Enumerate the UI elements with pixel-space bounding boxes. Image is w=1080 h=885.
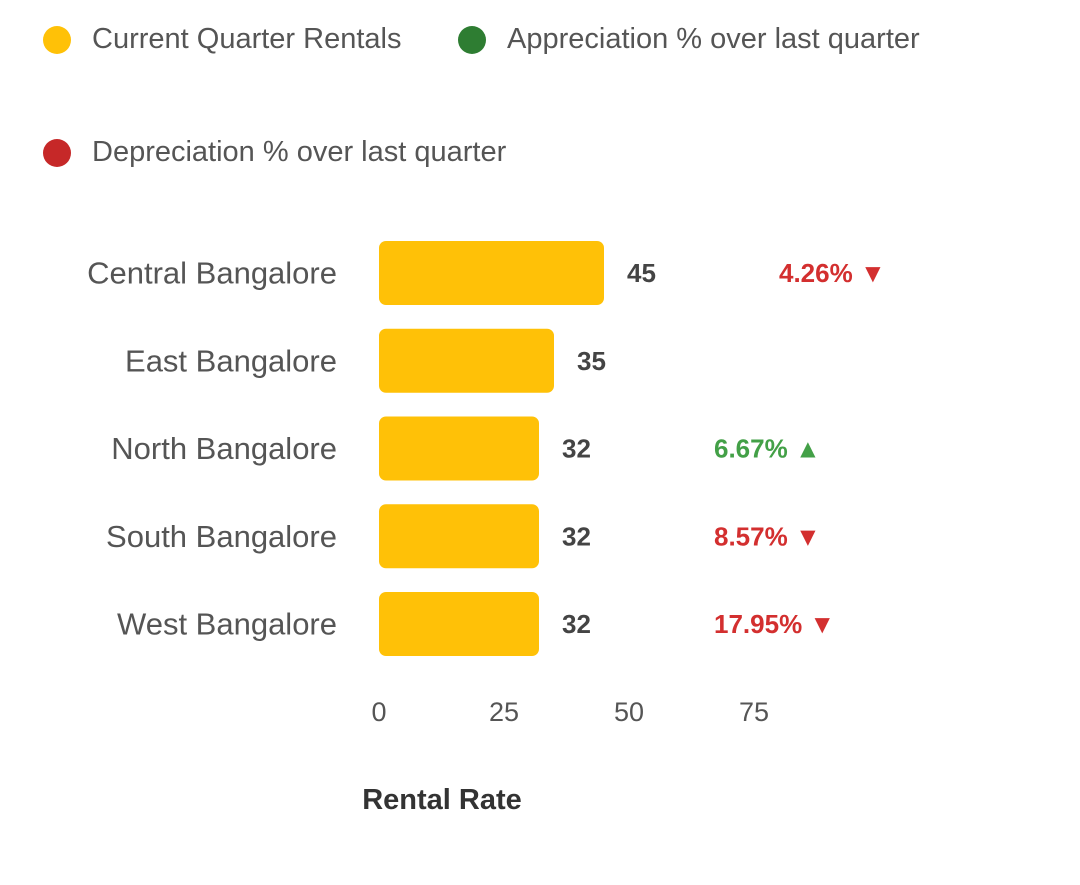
change-label-central-bangalore: 4.26% ▼ bbox=[779, 258, 886, 288]
value-label-east-bangalore: 35 bbox=[577, 346, 606, 376]
legend-label: Appreciation % over last quarter bbox=[507, 23, 920, 55]
bar-east-bangalore[interactable] bbox=[379, 328, 554, 393]
category-label-east-bangalore: East Bangalore bbox=[125, 343, 337, 378]
legend-swatch-appreciation bbox=[458, 25, 486, 54]
x-tick-label: 75 bbox=[739, 697, 769, 727]
change-label-north-bangalore: 6.67% ▲ bbox=[714, 434, 821, 464]
legend-item-current-quarter-rentals[interactable]: Current Quarter Rentals bbox=[43, 23, 401, 56]
value-label-central-bangalore: 45 bbox=[627, 258, 656, 288]
change-label-west-bangalore: 17.95% ▼ bbox=[714, 609, 835, 639]
legend-label: Depreciation % over last quarter bbox=[92, 136, 507, 168]
value-label-west-bangalore: 32 bbox=[562, 609, 591, 639]
legend-item-appreciation[interactable]: Appreciation % over last quarter bbox=[458, 23, 920, 56]
category-label-west-bangalore: West Bangalore bbox=[117, 607, 337, 642]
legend-label: Current Quarter Rentals bbox=[92, 23, 402, 55]
x-tick-label: 50 bbox=[614, 697, 644, 727]
value-label-south-bangalore: 32 bbox=[562, 521, 591, 551]
value-label-north-bangalore: 32 bbox=[562, 434, 591, 464]
bar-south-bangalore[interactable] bbox=[379, 504, 539, 569]
x-tick-label: 0 bbox=[371, 697, 386, 727]
legend-swatch-current-quarter-rentals bbox=[43, 25, 71, 54]
category-label-north-bangalore: North Bangalore bbox=[111, 431, 337, 466]
x-tick-label: 25 bbox=[489, 697, 519, 727]
category-label-central-bangalore: Central Bangalore bbox=[87, 256, 337, 291]
x-axis-title: Rental Rate bbox=[362, 784, 522, 816]
bar-central-bangalore[interactable] bbox=[379, 241, 604, 305]
legend-item-depreciation[interactable]: Depreciation % over last quarter bbox=[43, 136, 506, 169]
bar-north-bangalore[interactable] bbox=[379, 416, 539, 481]
category-label-south-bangalore: South Bangalore bbox=[106, 519, 337, 554]
legend-swatch-depreciation bbox=[43, 138, 71, 167]
bar-west-bangalore[interactable] bbox=[379, 592, 539, 656]
change-label-south-bangalore: 8.57% ▼ bbox=[714, 521, 821, 551]
